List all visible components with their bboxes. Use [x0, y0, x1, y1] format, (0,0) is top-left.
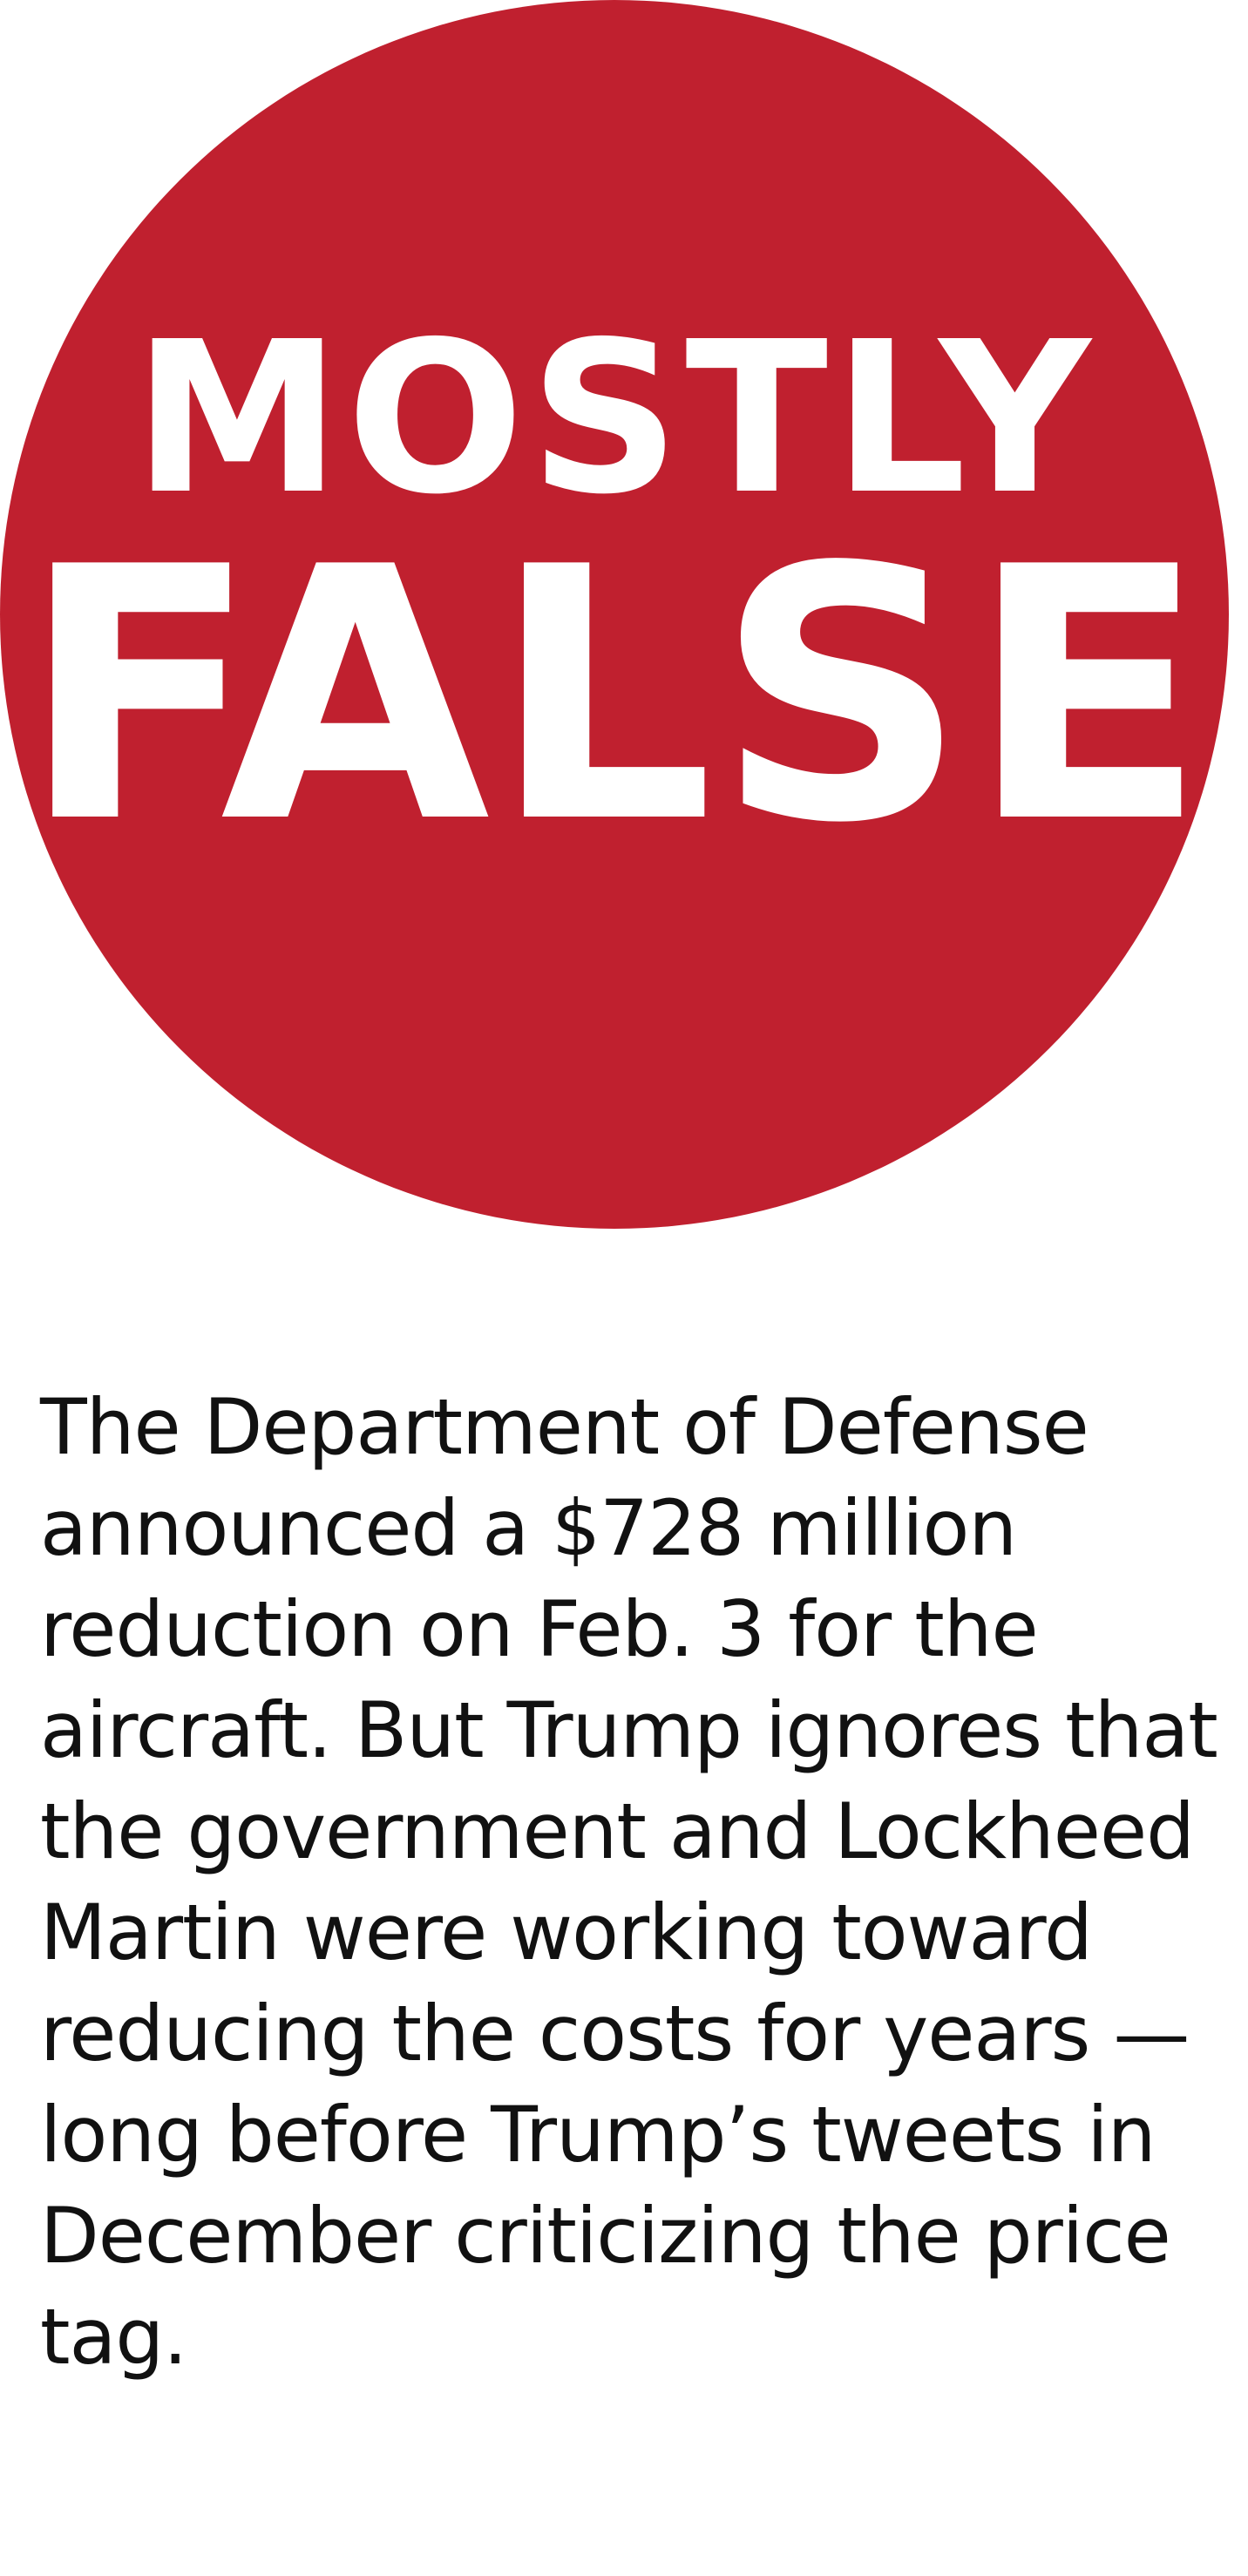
summary-line: announced a $728 million [40, 1483, 1017, 1573]
rating-label-mostly: MOSTLY [132, 296, 1096, 540]
summary-line: aircraft. But Trump ignores that [40, 1685, 1218, 1775]
summary-line: reduction on Feb. 3 for the [40, 1584, 1039, 1674]
summary-line: December criticizing the price [40, 2191, 1171, 2281]
summary-line: tag. [40, 2292, 187, 2382]
rating-badge: MOSTLY FALSE [0, 0, 1229, 1229]
summary-line: the government and Lockheed [40, 1786, 1195, 1876]
summary-line: The Department of Defense [40, 1382, 1089, 1472]
summary-line: reducing the costs for years — [40, 1989, 1190, 2078]
rating-label-false: FALSE [20, 494, 1209, 899]
summary-line: Martin were working toward [40, 1888, 1093, 1977]
rating-summary: The Department of Defense announced a $7… [40, 1377, 1234, 2388]
summary-line: long before Trump’s tweets in [40, 2090, 1156, 2179]
